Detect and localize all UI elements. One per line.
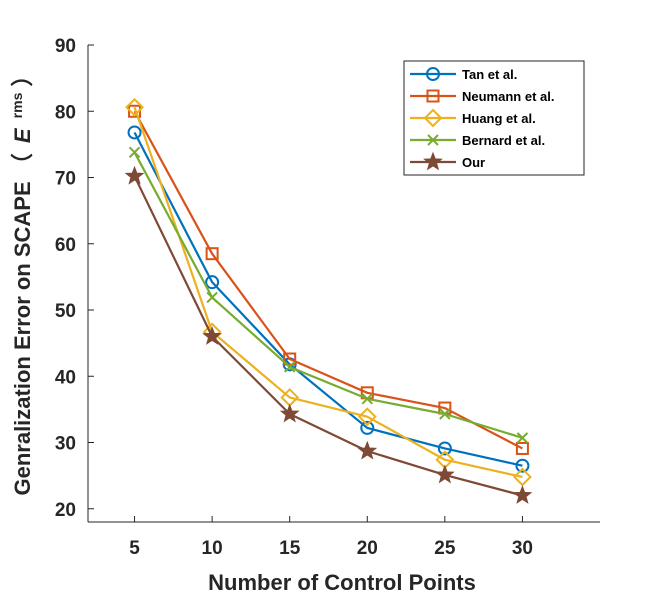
series-line [133,175,523,497]
y-ticks: 20 30 40 50 60 70 80 90 [55,36,94,521]
y-axis-title-close: ） [10,64,35,86]
data-point [512,485,533,504]
data-point [361,393,373,405]
data-point [202,326,223,345]
data-point [283,361,296,373]
legend-items: Tan et al. Neumann et al. Huang et al. Bern… [410,67,554,171]
legend-label: Tan et al. [462,67,517,82]
legend: Tan et al. Neumann et al. Huang et al. Bern… [403,60,585,176]
data-point [125,97,144,117]
legend-label: Huang et al. [462,111,536,126]
data-point [279,403,300,423]
legend-label: Our [462,155,485,170]
y-tick-label: 40 [55,367,76,388]
legend-entry: Neumann et al. [410,89,554,104]
y-tick-label: 60 [55,235,76,256]
data-point [124,165,145,185]
data-point [283,352,297,366]
legend-marker [426,67,440,81]
legend-entry: Our [410,151,485,171]
legend-entry: Tan et al. [410,67,517,82]
series-neumann-et-al [128,104,529,455]
y-tick-label: 70 [55,169,76,190]
data-point [128,104,142,118]
data-point [515,458,530,473]
series-our [124,165,533,504]
data-point [357,440,378,460]
y-tick-label: 80 [55,102,76,123]
series-group [124,97,533,504]
data-point [513,467,532,487]
data-point [360,420,375,435]
data-point [434,464,455,484]
series-line [133,131,523,467]
legend-marker [423,108,443,128]
series-line [133,151,523,439]
y-axis-title: Genralization Error on SCAPE （ E rms ） [2,64,35,495]
x-tick-label: 15 [279,538,301,559]
x-tick-label: 25 [434,538,456,559]
data-point [357,407,377,427]
data-point [439,408,451,420]
y-tick-label: 50 [55,301,76,322]
y-axis-title-symbol: E [10,127,35,143]
legend-marker [427,134,439,146]
data-point [515,441,529,455]
x-tick-label: 10 [202,538,223,559]
legend-entry: Huang et al. [410,108,536,128]
data-point [206,291,218,304]
y-axis-title-subscript: rms [9,92,25,118]
x-ticks: 5 10 15 20 25 30 [129,516,533,559]
legend-entry: Bernard et al. [410,133,545,148]
x-tick-label: 20 [357,538,378,559]
series-line [133,106,523,479]
data-point [128,146,141,159]
series-tan-et-al [127,125,530,473]
x-tick-label: 5 [129,538,140,559]
y-tick-label: 90 [55,36,76,57]
data-point [127,125,142,140]
y-tick-label: 30 [55,434,76,455]
y-axis-title-main: Genralization Error on SCAPE （ [10,153,35,495]
series-bernard-et-al [128,146,529,444]
legend-label: Neumann et al. [462,89,554,104]
x-axis-title: Number of Control Points [208,570,476,595]
data-point [205,247,219,261]
x-tick-label: 30 [512,538,533,559]
legend-marker [423,151,443,171]
legend-label: Bernard et al. [462,133,545,148]
data-point [516,432,529,444]
y-tick-label: 20 [55,500,76,521]
legend-marker [426,89,440,103]
series-line [133,110,523,450]
data-point [205,275,220,290]
data-point [437,441,452,456]
